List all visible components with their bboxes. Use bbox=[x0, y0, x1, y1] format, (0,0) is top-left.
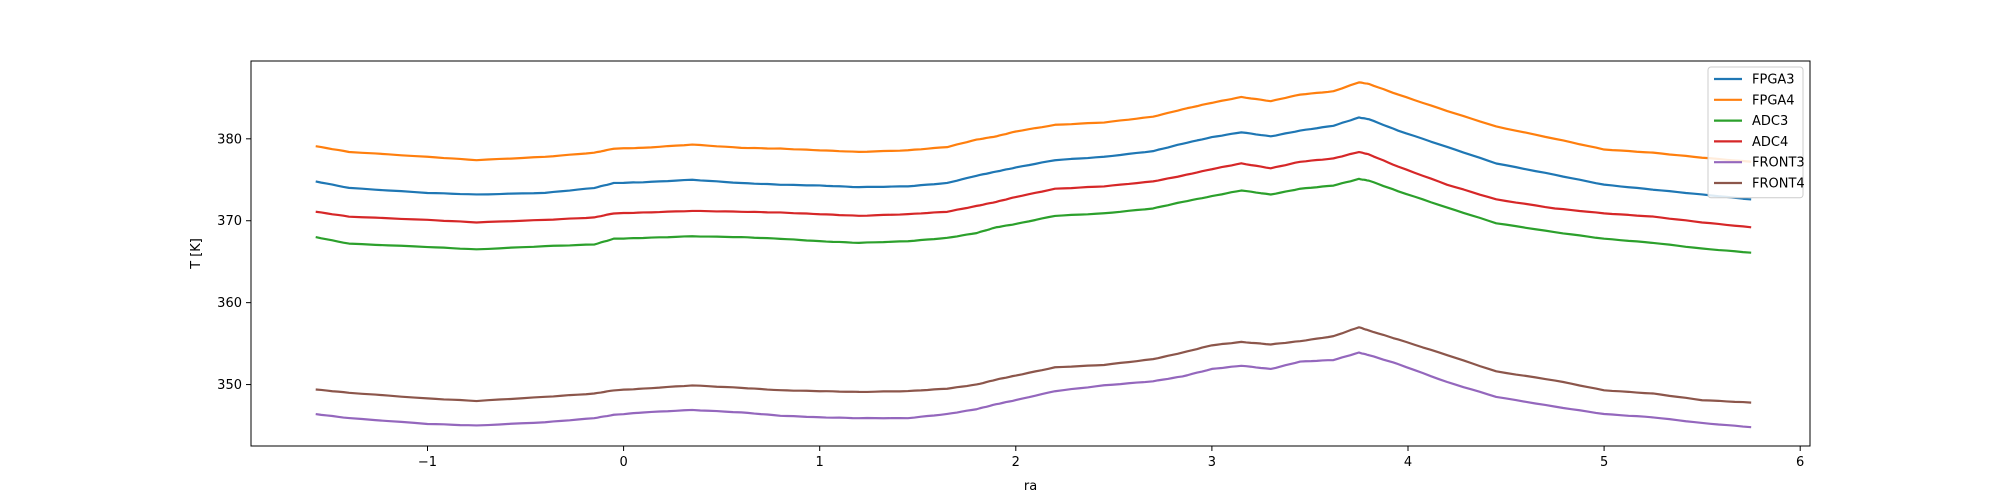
series-line-adc3 bbox=[315, 177, 1752, 254]
series-line-front4 bbox=[315, 326, 1752, 404]
legend-label: FRONT3 bbox=[1752, 156, 1805, 171]
series-line-adc4 bbox=[315, 150, 1752, 229]
y-axis-label: T [K] bbox=[189, 238, 204, 270]
y-tick-label: 370 bbox=[217, 214, 242, 229]
legend-label: ADC4 bbox=[1752, 135, 1788, 150]
legend: FPGA3 FPGA4 ADC3 ADC4 FRONT3 FRONT4 bbox=[1707, 66, 1805, 199]
series-line-fpga4 bbox=[315, 81, 1752, 163]
legend-label: ADC3 bbox=[1752, 114, 1788, 129]
plot-frame bbox=[250, 60, 1811, 447]
x-tick-label: 2 bbox=[1012, 455, 1020, 470]
x-tick-label: 5 bbox=[1600, 455, 1608, 470]
x-tick-label: 6 bbox=[1796, 455, 1804, 470]
y-tick-label: 350 bbox=[217, 378, 242, 393]
x-tick-label: 1 bbox=[816, 455, 824, 470]
legend-label: FPGA3 bbox=[1752, 73, 1795, 88]
series-layer bbox=[315, 81, 1752, 429]
x-tick-label: 3 bbox=[1208, 455, 1216, 470]
x-tick-label: 0 bbox=[619, 455, 627, 470]
y-axis: 350 360 370 380 bbox=[217, 132, 251, 393]
series-line-fpga3 bbox=[315, 116, 1752, 201]
y-tick-label: 360 bbox=[217, 296, 242, 311]
x-tick-label: −1 bbox=[418, 455, 437, 470]
x-axis-label: ra bbox=[1024, 479, 1037, 494]
x-tick-label: 4 bbox=[1404, 455, 1412, 470]
y-tick-label: 380 bbox=[217, 132, 242, 147]
x-axis: −1 0 1 2 3 4 5 6 bbox=[418, 446, 1804, 470]
legend-label: FPGA4 bbox=[1752, 93, 1795, 108]
series-line-front3 bbox=[315, 351, 1752, 429]
legend-label: FRONT4 bbox=[1752, 177, 1805, 192]
